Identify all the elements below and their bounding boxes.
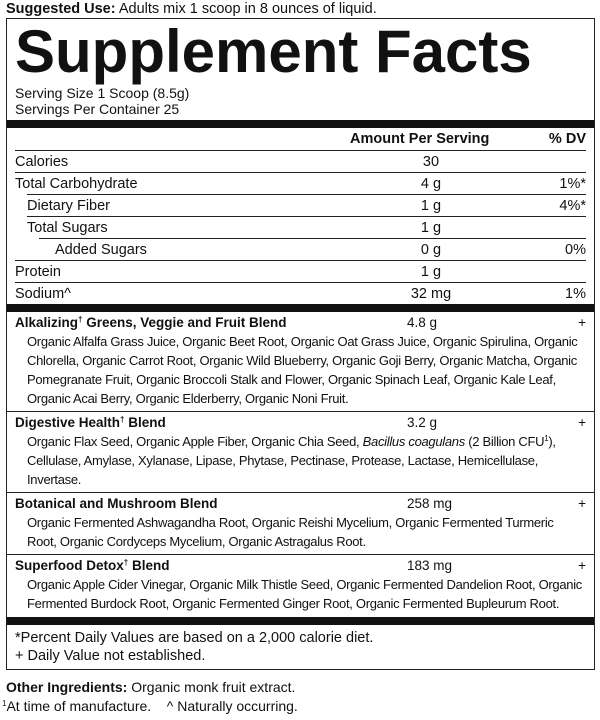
blend-amount: 258 mg	[407, 496, 453, 511]
footnote: + Daily Value not established.	[15, 648, 206, 664]
blend-name: Digestive Health† Blend	[15, 413, 407, 432]
nutrient-dv: 1%*	[559, 175, 586, 192]
dagger-mark: †	[120, 415, 125, 424]
ingredient-line: Root, Organic Cordyceps Mycelium, Organi…	[27, 534, 366, 549]
panel-title: Supplement Facts	[15, 18, 532, 85]
nutrient-row: Total Carbohydrate 4 g 1%*	[15, 172, 586, 194]
divider-thick	[7, 617, 594, 625]
ingredient-line: Pomegranate Fruit, Organic Broccoli Stal…	[27, 372, 556, 387]
footnote-marker: 1	[544, 434, 549, 443]
blend-ingredients: Organic Apple Cider Vinegar, Organic Mil…	[15, 575, 586, 613]
divider-thick	[7, 120, 594, 128]
blend-name-a: Digestive Health	[15, 415, 121, 430]
ingredient-line: Cellulase, Amylase, Xylanase, Lipase, Ph…	[27, 453, 539, 487]
nutrient-dv: 4%*	[559, 197, 586, 214]
blend-name-b: Blend	[124, 415, 166, 430]
blend-section: Alkalizing† Greens, Veggie and Fruit Ble…	[7, 312, 594, 411]
blend-name-a: Alkalizing	[15, 315, 79, 330]
footnotes: *Percent Daily Values are based on a 2,0…	[15, 629, 586, 665]
supplement-facts-panel: Supplement Facts Serving Size 1 Scoop (8…	[6, 18, 595, 670]
nutrient-row: Sodium^ 32 mg 1%	[15, 282, 586, 304]
nutrient-name: Protein	[15, 263, 61, 280]
other-ingredients: Other Ingredients: Organic monk fruit ex…	[6, 678, 600, 697]
nutrient-name: Calories	[15, 153, 69, 170]
ingredient-line: Organic Apple Cider Vinegar, Organic Mil…	[27, 577, 582, 592]
nutrient-row: Dietary Fiber 1 g 4%*	[27, 194, 586, 216]
serving-size: Serving Size 1 Scoop (8.5g)	[15, 85, 190, 101]
ingredient-line: Organic Fermented Ashwagandha Root, Orga…	[27, 515, 554, 530]
divider-thick	[7, 304, 594, 312]
ingredient-line: Fermented Burdock Root, Organic Fermente…	[27, 596, 560, 611]
blend-amount: 4.8 g	[407, 315, 438, 330]
nutrient-amount: 1 g	[420, 219, 442, 236]
amount-header: Amount Per Serving	[350, 131, 490, 147]
blend-ingredients: Organic Alfalfa Grass Juice, Organic Bee…	[15, 332, 586, 408]
nutrient-amount: 0 g	[420, 241, 442, 258]
blend-name: Botanical and Mushroom Blend	[15, 494, 407, 513]
blend-section: Digestive Health† Blend 3.2 g + Organic Fla…	[7, 411, 594, 492]
nutrient-row: Protein 1 g	[15, 260, 586, 282]
suggested-use: Suggested Use: Adults mix 1 scoop in 8 o…	[6, 0, 600, 18]
dv-header: % DV	[548, 131, 586, 147]
nutrient-name: Added Sugars	[55, 241, 147, 258]
nutrient-amount: 4 g	[420, 175, 442, 192]
bottom-note-a: At time of manufacture.	[6, 698, 152, 714]
ingredient-italic: Bacillus coagulans	[362, 434, 466, 449]
bottom-note: 1At time of manufacture. ^ Naturally occ…	[2, 697, 600, 716]
other-ingredients-label: Other Ingredients:	[6, 679, 128, 695]
ingredient-line: Organic Flax Seed, Organic Apple Fiber, …	[27, 432, 586, 451]
blend-amount: 3.2 g	[407, 415, 438, 430]
blend-section: Superfood Detox† Blend 183 mg + Organic App…	[7, 554, 594, 616]
dagger-mark: †	[78, 315, 83, 324]
ingredient-line: Organic Acai Berry, Organic Elderberry, …	[27, 391, 349, 406]
ingredient-line: Organic Alfalfa Grass Juice, Organic Bee…	[27, 334, 578, 349]
bottom-note-b: ^ Naturally occurring.	[166, 698, 298, 714]
blend-header: Superfood Detox† Blend 183 mg +	[15, 556, 586, 575]
nutrient-name: Total Sugars	[27, 219, 108, 236]
blend-dv: +	[578, 558, 586, 573]
nutrient-amount: 30	[422, 153, 440, 170]
blend-header: Alkalizing† Greens, Veggie and Fruit Ble…	[15, 313, 586, 332]
blend-dv: +	[578, 496, 586, 511]
nutrient-row: Calories 30	[15, 150, 586, 172]
blend-amount: 183 mg	[407, 558, 453, 573]
nutrient-rows: Calories 30 Total Carbohydrate 4 g 1%* Dietar…	[15, 150, 586, 304]
nutrient-amount: 1 g	[420, 263, 442, 280]
nutrient-row: Total Sugars 1 g	[27, 216, 586, 238]
other-ingredients-text: Organic monk fruit extract.	[131, 679, 296, 695]
blend-ingredients: Organic Fermented Ashwagandha Root, Orga…	[15, 513, 586, 551]
blend-name-b: Greens, Veggie and Fruit Blend	[82, 315, 287, 330]
nutrient-amount: 32 mg	[410, 285, 452, 302]
ingredient-text: (2 Billion CFU	[464, 434, 545, 449]
dagger-mark: †	[123, 558, 129, 567]
footnote: *Percent Daily Values are based on a 2,0…	[15, 630, 374, 646]
nutrient-dv: 1%	[565, 285, 586, 302]
blend-name: Alkalizing† Greens, Veggie and Fruit Ble…	[15, 313, 407, 332]
blend-header: Digestive Health† Blend 3.2 g +	[15, 413, 586, 432]
nutrient-amount: 1 g	[420, 197, 442, 214]
blend-dv: +	[578, 415, 586, 430]
servings-per-container: Servings Per Container 25	[15, 101, 180, 117]
ingredient-text: Organic Flax Seed, Organic Apple Fiber, …	[27, 434, 363, 449]
suggested-use-label: Suggested Use:	[6, 1, 116, 17]
blend-section: Botanical and Mushroom Blend 258 mg + Organ…	[7, 492, 594, 554]
blend-name-a: Botanical and Mushroom Blend	[15, 496, 218, 511]
ingredient-line: Chlorella, Organic Carrot Root, Organic …	[27, 353, 577, 368]
ingredient-text: ),	[548, 434, 556, 449]
column-header: Amount Per Serving % DV	[15, 128, 586, 150]
blend-dv: +	[578, 315, 586, 330]
nutrient-name: Total Carbohydrate	[15, 175, 138, 192]
blend-header: Botanical and Mushroom Blend 258 mg +	[15, 494, 586, 513]
blend-name: Superfood Detox† Blend	[15, 556, 407, 575]
blend-name-b: Blend	[128, 558, 170, 573]
blend-name-a: Superfood Detox	[15, 558, 124, 573]
nutrient-name: Sodium^	[15, 285, 71, 302]
nutrient-dv: 0%	[565, 241, 586, 258]
blend-ingredients: Organic Flax Seed, Organic Apple Fiber, …	[15, 432, 586, 489]
nutrient-name: Dietary Fiber	[27, 197, 110, 214]
suggested-use-text: Adults mix 1 scoop in 8 ounces of liquid…	[118, 1, 377, 17]
blend-sections: Alkalizing† Greens, Veggie and Fruit Ble…	[7, 312, 594, 616]
nutrient-row: Added Sugars 0 g 0%	[39, 238, 586, 260]
